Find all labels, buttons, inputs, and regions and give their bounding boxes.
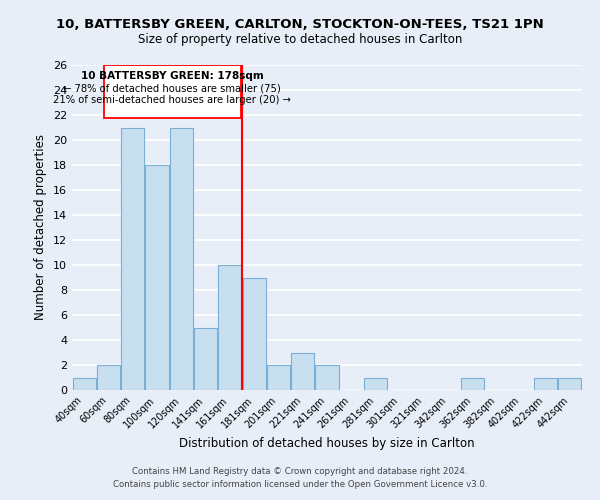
Bar <box>218 265 241 390</box>
Text: Size of property relative to detached houses in Carlton: Size of property relative to detached ho… <box>138 32 462 46</box>
Bar <box>364 378 387 390</box>
Bar <box>267 365 290 390</box>
Text: ← 78% of detached houses are smaller (75): ← 78% of detached houses are smaller (75… <box>64 83 281 93</box>
Bar <box>291 352 314 390</box>
Bar <box>104 65 241 118</box>
Bar <box>242 278 266 390</box>
Text: Contains public sector information licensed under the Open Government Licence v3: Contains public sector information licen… <box>113 480 487 489</box>
Bar <box>316 365 338 390</box>
Y-axis label: Number of detached properties: Number of detached properties <box>34 134 47 320</box>
Text: 10 BATTERSBY GREEN: 178sqm: 10 BATTERSBY GREEN: 178sqm <box>81 71 263 81</box>
Bar <box>73 378 95 390</box>
Bar <box>97 365 120 390</box>
X-axis label: Distribution of detached houses by size in Carlton: Distribution of detached houses by size … <box>179 436 475 450</box>
Bar <box>170 128 193 390</box>
Bar <box>559 378 581 390</box>
Bar <box>194 328 217 390</box>
Bar <box>461 378 484 390</box>
Bar <box>121 128 144 390</box>
Text: 10, BATTERSBY GREEN, CARLTON, STOCKTON-ON-TEES, TS21 1PN: 10, BATTERSBY GREEN, CARLTON, STOCKTON-O… <box>56 18 544 30</box>
Bar <box>534 378 557 390</box>
Text: Contains HM Land Registry data © Crown copyright and database right 2024.: Contains HM Land Registry data © Crown c… <box>132 467 468 476</box>
Bar <box>145 165 169 390</box>
Text: 21% of semi-detached houses are larger (20) →: 21% of semi-detached houses are larger (… <box>53 95 291 105</box>
